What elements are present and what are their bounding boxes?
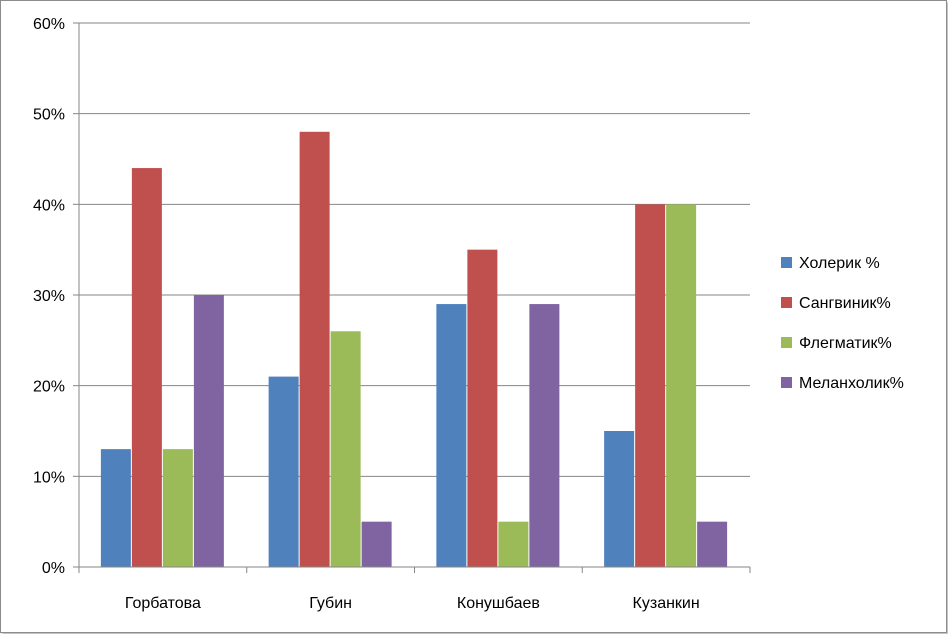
bar xyxy=(268,376,299,567)
bars xyxy=(100,131,728,568)
bar xyxy=(697,521,728,567)
bar xyxy=(330,331,361,567)
bar xyxy=(498,521,529,567)
bar xyxy=(162,449,193,567)
y-tick-label: 30% xyxy=(33,288,65,305)
y-axis-tick-labels: 0% 10% 20% 30% 40% 50% 60% xyxy=(33,16,65,577)
legend-swatch xyxy=(781,297,792,308)
legend-swatch xyxy=(781,257,792,268)
bar xyxy=(666,204,697,568)
bar xyxy=(100,449,131,567)
x-tick-label: Губин xyxy=(309,595,352,612)
legend-swatch xyxy=(781,337,792,348)
x-tick-label: Конушбаев xyxy=(457,595,540,612)
bar xyxy=(193,295,224,567)
bar xyxy=(361,521,392,567)
bar xyxy=(299,131,330,568)
legend: Холерик % Сангвиник% Флегматик% Меланхолик% xyxy=(781,255,904,392)
legend-label: Флегматик% xyxy=(799,335,892,352)
y-tick-label: 60% xyxy=(33,16,65,33)
bar xyxy=(635,204,666,568)
axes xyxy=(73,22,751,573)
bar xyxy=(467,249,498,567)
y-tick-label: 20% xyxy=(33,379,65,396)
x-tick-label: Горбатова xyxy=(125,595,201,612)
x-axis-tick-labels: Горбатова Губин Конушбаев Кузанкин xyxy=(125,595,700,612)
bar xyxy=(604,431,635,567)
x-tick-label: Кузанкин xyxy=(633,595,700,612)
y-tick-label: 50% xyxy=(33,107,65,124)
y-tick-label: 40% xyxy=(33,197,65,214)
legend-label: Сангвиник% xyxy=(799,295,891,312)
bar xyxy=(436,304,467,567)
y-tick-label: 0% xyxy=(42,560,65,577)
bar xyxy=(529,304,560,567)
bar xyxy=(131,168,162,568)
legend-label: Холерик % xyxy=(799,255,880,272)
y-tick-label: 10% xyxy=(33,469,65,486)
legend-swatch xyxy=(781,377,792,388)
legend-label: Меланхолик% xyxy=(799,375,904,392)
